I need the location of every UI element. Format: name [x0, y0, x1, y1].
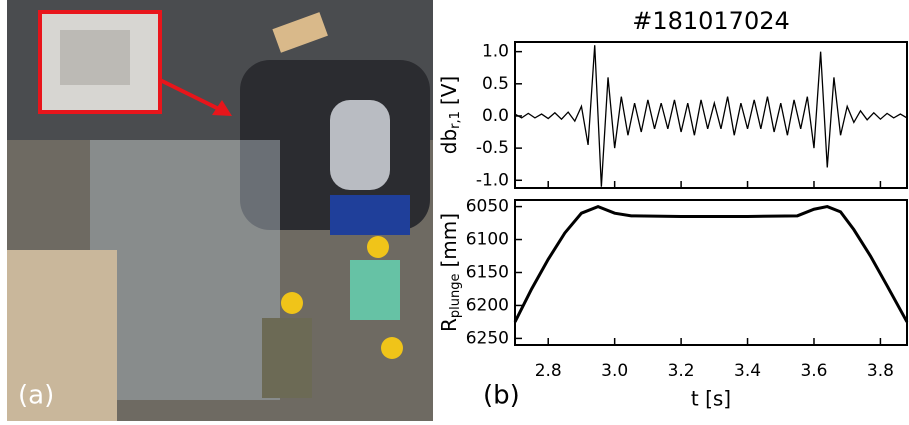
- y-tick-label: 6100: [466, 230, 509, 250]
- photo-person: [350, 260, 400, 320]
- arrow-head: [212, 100, 232, 116]
- x-tick-label: 3.4: [734, 361, 761, 381]
- data-line: [514, 45, 908, 187]
- y-tick-label: 6150: [466, 263, 509, 283]
- y-tick-label: 6200: [466, 295, 509, 315]
- y-tick-label: 6050: [466, 197, 509, 217]
- y-axis-label: Rplunge [mm]: [437, 213, 463, 332]
- y-axis-label-part: [mm]: [437, 213, 461, 268]
- photo: (a): [7, 0, 433, 421]
- y-axis-label-part: [V]: [437, 76, 461, 105]
- y-axis-label-part: R: [437, 318, 461, 332]
- data-line: [513, 204, 909, 323]
- photo-tag: [272, 12, 328, 53]
- x-tick-label: 3.2: [668, 361, 695, 381]
- x-tick-label: 3.8: [867, 361, 894, 381]
- photo-frame: [90, 140, 280, 400]
- panel-label: (b): [483, 381, 520, 411]
- panel-label: (a): [18, 381, 54, 411]
- x-tick-label: 2.8: [535, 361, 562, 381]
- y-axis-label-part: db: [437, 129, 461, 154]
- y-axis-label-part: plunge: [448, 274, 463, 319]
- y-axis-label: dbr,1 [V]: [437, 76, 463, 154]
- chart-title: #181017024: [632, 7, 790, 35]
- photo-floor: [7, 250, 117, 421]
- photo-helmet: [281, 292, 303, 314]
- plot-frame: [514, 41, 908, 189]
- y-tick-label: -1.0: [476, 170, 509, 190]
- y-axis-label-part: r,1: [448, 111, 463, 129]
- photo-helmet: [381, 337, 403, 359]
- photo-person: [262, 318, 312, 398]
- plot-frame: [514, 199, 908, 346]
- y-tick-label: 1.0: [482, 42, 509, 62]
- arrow: [159, 78, 226, 114]
- y-tick-label: 6250: [466, 328, 509, 348]
- photo-helmet: [367, 236, 389, 258]
- photo-box: [330, 195, 410, 235]
- y-tick-label: 0.0: [482, 106, 509, 126]
- x-tick-label: 3.0: [601, 361, 628, 381]
- photo-flange: [330, 100, 390, 190]
- y-tick-label: 0.5: [482, 74, 509, 94]
- x-axis-label: t [s]: [691, 387, 731, 411]
- y-tick-label: -0.5: [476, 138, 509, 158]
- x-tick-label: 3.6: [800, 361, 827, 381]
- inset-part: [60, 30, 130, 85]
